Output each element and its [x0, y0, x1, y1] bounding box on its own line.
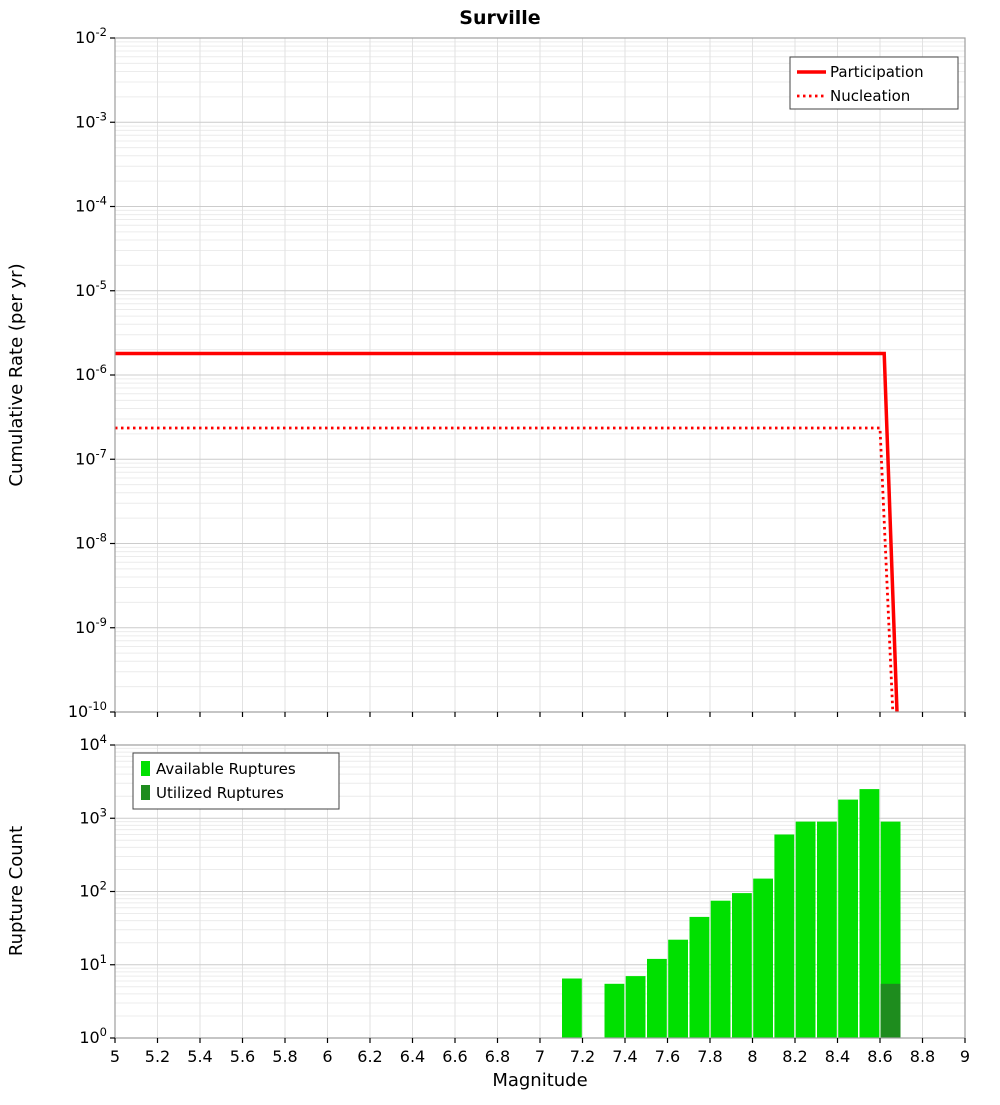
- x-tick-label: 7.2: [570, 1047, 595, 1066]
- rate-y-tick-label: 10-3: [75, 109, 107, 131]
- x-axis-label: Magnitude: [492, 1070, 587, 1091]
- rate-y-tick-label: 10-2: [75, 25, 107, 47]
- bar: [859, 789, 880, 1038]
- bar: [668, 939, 688, 1038]
- bar: [774, 834, 795, 1038]
- x-tick-label: 6.2: [357, 1047, 382, 1066]
- rate-y-tick-label: 10-4: [75, 194, 107, 216]
- bar: [710, 900, 731, 1038]
- legend-label: Participation: [830, 63, 924, 81]
- bar: [817, 821, 837, 1038]
- count-y-tick-label: 101: [79, 952, 107, 974]
- x-tick-label: 5.6: [230, 1047, 255, 1066]
- x-tick-label: 9: [960, 1047, 970, 1066]
- legend-color-swatch: [141, 761, 150, 776]
- rate-y-tick-label: 10-9: [75, 615, 107, 637]
- x-tick-label: 6: [322, 1047, 332, 1066]
- x-tick-label: 5.4: [187, 1047, 212, 1066]
- x-tick-label: 5.2: [145, 1047, 170, 1066]
- legend-label: Utilized Ruptures: [156, 784, 284, 802]
- legend-box: [789, 56, 959, 110]
- y-axis-label-count: Rupture Count: [6, 826, 27, 956]
- bar: [604, 983, 625, 1038]
- count-tick-marks: [110, 744, 966, 1043]
- x-tick-label: 7.8: [697, 1047, 722, 1066]
- figure-title: Surville: [459, 7, 540, 29]
- x-tick-label: 7.6: [655, 1047, 680, 1066]
- x-tick-label: 7: [535, 1047, 545, 1066]
- count-y-tick-label: 102: [79, 879, 107, 901]
- ruptures-legend: Available Ruptures Utilized Ruptures: [132, 752, 340, 810]
- rate-y-tick-label: 10-10: [68, 699, 107, 721]
- x-tick-label: 8: [747, 1047, 757, 1066]
- bar: [838, 799, 858, 1038]
- rate-y-tick-label: 10-7: [75, 446, 107, 468]
- bar: [753, 878, 773, 1038]
- available-ruptures-bars: [562, 789, 901, 1038]
- participation-line: [115, 351, 899, 713]
- bar: [880, 983, 901, 1038]
- x-tick-label: 5.8: [272, 1047, 297, 1066]
- x-tick-label: 6.8: [485, 1047, 510, 1066]
- bar: [647, 958, 667, 1038]
- x-tick-label: 6.6: [442, 1047, 467, 1066]
- legend-label: Nucleation: [830, 87, 910, 105]
- x-tick-label: 8.8: [910, 1047, 935, 1066]
- rate-y-tick-label: 10-6: [75, 362, 107, 384]
- legend-color-swatch: [141, 785, 150, 800]
- rate-y-tick-label: 10-5: [75, 278, 107, 300]
- y-axis-label-rate: Cumulative Rate (per yr): [6, 263, 27, 486]
- utilized-ruptures-bars: [880, 983, 901, 1038]
- count-y-tick-label: 103: [79, 805, 107, 827]
- x-tick-label: 5: [110, 1047, 120, 1066]
- x-tick-label: 6.4: [400, 1047, 425, 1066]
- bar: [795, 821, 816, 1038]
- bar: [625, 976, 646, 1038]
- x-tick-label: 8.6: [867, 1047, 892, 1066]
- rate-y-tick-label: 10-8: [75, 531, 107, 553]
- x-tick-label: 7.4: [612, 1047, 637, 1066]
- cumulative-rate-chart: 10-10 10-9 10-8 10-7 10-6 10-5 10-4 10-3 10-2 Par…: [68, 25, 966, 721]
- nucleation-line: [115, 426, 895, 713]
- count-y-tick-label: 104: [79, 732, 107, 754]
- bar: [562, 978, 582, 1038]
- count-y-tick-label: 100: [79, 1025, 107, 1047]
- x-tick-label: 8.2: [782, 1047, 807, 1066]
- x-tick-label: 8.4: [825, 1047, 850, 1066]
- rupture-count-chart: 100 101 102 103 104 5 5.2 5.4 5.6 5.8 6 6.2 6.4 6.6 6.…: [79, 732, 970, 1066]
- legend-box: [132, 752, 340, 810]
- bar: [732, 893, 752, 1038]
- bar: [689, 916, 710, 1038]
- rate-legend: Participation Nucleation: [789, 56, 959, 110]
- legend-label: Available Ruptures: [156, 760, 296, 778]
- rate-tick-marks: [110, 37, 966, 717]
